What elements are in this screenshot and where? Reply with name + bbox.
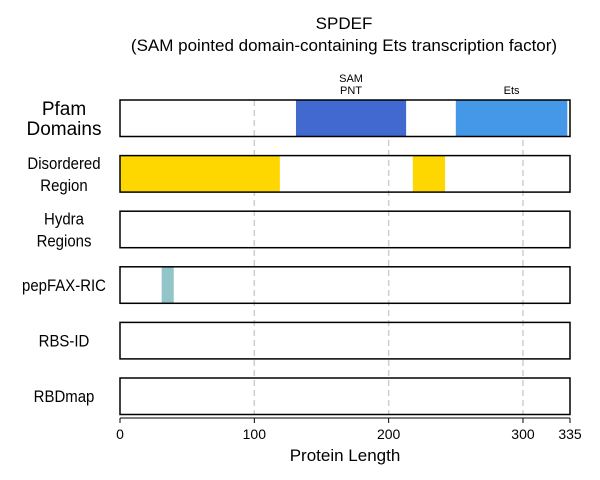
chart-subtitle: (SAM pointed domain-containing Ets trans… xyxy=(131,36,557,55)
track-label: Domains xyxy=(27,119,102,140)
track-frame xyxy=(119,377,571,416)
x-tick-label: 335 xyxy=(558,426,582,442)
track-frame xyxy=(119,210,571,249)
track-label: Disordered xyxy=(27,155,100,173)
track: RBDmap xyxy=(34,377,571,416)
track: Disordered Region xyxy=(27,154,571,195)
x-axis-label: Protein Length xyxy=(290,446,401,465)
x-tick-label: 200 xyxy=(377,426,401,442)
track-label: pepFAX-RIC xyxy=(22,277,106,295)
track-frame xyxy=(119,99,571,138)
x-tick-label: 0 xyxy=(116,426,124,442)
track: pepFAX-RIC xyxy=(22,266,571,305)
track-label: Hydra xyxy=(44,211,84,229)
track-label: Regions xyxy=(37,233,92,251)
track-segment xyxy=(412,155,446,193)
track-frame xyxy=(119,321,571,360)
x-axis: 0 100 200 300 335 xyxy=(116,417,582,442)
track-segment xyxy=(295,100,407,137)
track-frame xyxy=(119,154,571,193)
x-tick-label: 300 xyxy=(511,426,535,442)
domain-label: Ets xyxy=(504,85,520,97)
track-segment xyxy=(455,100,568,137)
track-frame xyxy=(119,266,571,305)
domain-label: SAM xyxy=(339,73,363,85)
track-label: Region xyxy=(40,177,87,195)
domain-label: PNT xyxy=(340,85,362,97)
track-segment xyxy=(161,266,174,304)
track: Hydra Regions xyxy=(37,210,571,251)
track-label: RBDmap xyxy=(34,388,95,406)
track-label: RBS-ID xyxy=(39,333,90,351)
track: RBS-ID xyxy=(39,321,571,360)
grid-lines xyxy=(253,100,524,415)
track-label: Pfam xyxy=(42,99,86,120)
chart-title: SPDEF xyxy=(316,14,373,33)
track-segment xyxy=(120,155,280,193)
x-tick-label: 100 xyxy=(243,426,267,442)
